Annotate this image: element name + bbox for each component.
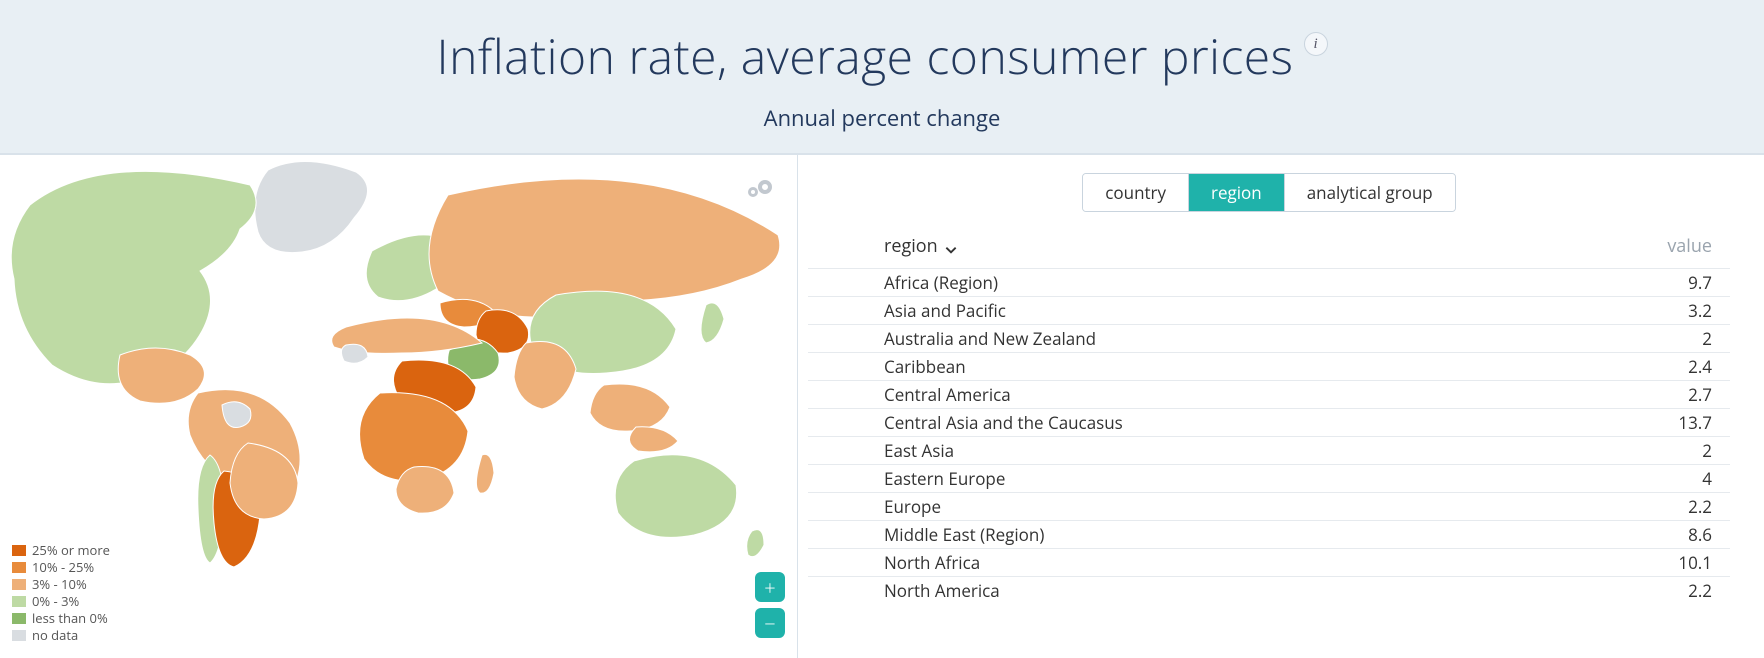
row-region: North America [884, 579, 1000, 602]
table-header: region value [808, 234, 1730, 268]
row-value: 4 [1702, 467, 1712, 490]
page-subtitle: Annual percent change [0, 103, 1764, 133]
table-row[interactable]: Middle East (Region) 8.6 [808, 520, 1730, 548]
zoom-controls: + − [755, 572, 785, 638]
row-value: 9.7 [1688, 271, 1712, 294]
column-region-label: region [884, 234, 938, 258]
table-row[interactable]: Asia and Pacific 3.2 [808, 296, 1730, 324]
title-row: Inflation rate, average consumer prices … [436, 24, 1327, 89]
table-row[interactable]: North America 2.2 [808, 576, 1730, 604]
table-row[interactable]: Central America 2.7 [808, 380, 1730, 408]
table-row[interactable]: East Asia 2 [808, 436, 1730, 464]
row-value: 2 [1702, 439, 1712, 462]
world-map[interactable] [0, 155, 798, 573]
legend-row[interactable]: 25% or more [12, 542, 110, 558]
row-value: 2.2 [1688, 495, 1712, 518]
legend-row[interactable]: no data [12, 627, 110, 643]
row-region: Africa (Region) [884, 271, 998, 294]
gear-icon[interactable] [745, 177, 775, 199]
legend-label: 25% or more [32, 542, 110, 558]
legend-swatch [12, 630, 26, 641]
row-value: 2 [1702, 327, 1712, 350]
row-region: Caribbean [884, 355, 966, 378]
legend-label: no data [32, 627, 78, 643]
chevron-down-icon [944, 239, 958, 253]
row-value: 2.4 [1688, 355, 1712, 378]
region-south-africa[interactable] [396, 467, 454, 514]
legend-row[interactable]: 0% - 3% [12, 593, 110, 609]
info-icon[interactable]: i [1304, 32, 1328, 56]
row-value: 2.2 [1688, 579, 1712, 602]
tab-analytical-group[interactable]: analytical group [1285, 174, 1455, 211]
row-value: 10.1 [1678, 551, 1712, 574]
content-split: + − 25% or more10% - 25%3% - 10%0% - 3%l… [0, 154, 1764, 658]
map-pane[interactable]: + − 25% or more10% - 25%3% - 10%0% - 3%l… [0, 155, 798, 658]
data-pane: countryregionanalytical group region val… [798, 155, 1764, 658]
legend-row[interactable]: 3% - 10% [12, 576, 110, 592]
row-region: Eastern Europe [884, 467, 1005, 490]
table-body: Africa (Region)9.7Asia and Pacific3.2Aus… [808, 268, 1730, 604]
legend-swatch [12, 596, 26, 607]
row-region: Middle East (Region) [884, 523, 1044, 546]
row-value: 8.6 [1688, 523, 1712, 546]
table-row[interactable]: Eastern Europe 4 [808, 464, 1730, 492]
row-region: East Asia [884, 439, 954, 462]
page-header: Inflation rate, average consumer prices … [0, 0, 1764, 154]
legend-swatch [12, 562, 26, 573]
legend-row[interactable]: 10% - 25% [12, 559, 110, 575]
column-value-header: value [1667, 234, 1712, 258]
row-value: 13.7 [1678, 411, 1712, 434]
tab-country[interactable]: country [1083, 174, 1189, 211]
page-title: Inflation rate, average consumer prices [436, 24, 1293, 89]
row-value: 2.7 [1688, 383, 1712, 406]
row-value: 3.2 [1688, 299, 1712, 322]
legend-label: 10% - 25% [32, 559, 94, 575]
row-region: North Africa [884, 551, 980, 574]
legend-swatch [12, 613, 26, 624]
table-row[interactable]: Europe 2.2 [808, 492, 1730, 520]
legend-swatch [12, 579, 26, 590]
row-region: Central America [884, 383, 1011, 406]
legend-label: less than 0% [32, 610, 108, 626]
zoom-out-button[interactable]: − [755, 608, 785, 638]
legend-row[interactable]: less than 0% [12, 610, 110, 626]
legend-label: 0% - 3% [32, 593, 79, 609]
table-row[interactable]: Central Asia and the Caucasus 13.7 [808, 408, 1730, 436]
map-legend: 25% or more10% - 25%3% - 10%0% - 3%less … [12, 542, 110, 644]
row-region: Australia and New Zealand [884, 327, 1096, 350]
row-region: Europe [884, 495, 941, 518]
legend-swatch [12, 545, 26, 556]
table-row[interactable]: Australia and New Zealand 2 [808, 324, 1730, 352]
legend-label: 3% - 10% [32, 576, 87, 592]
table-row[interactable]: Caribbean 2.4 [808, 352, 1730, 380]
column-region-header[interactable]: region [884, 234, 958, 258]
row-region: Asia and Pacific [884, 299, 1006, 322]
tab-region[interactable]: region [1189, 174, 1285, 211]
table-row[interactable]: Africa (Region) 9.7 [808, 268, 1730, 296]
table-row[interactable]: North Africa 10.1 [808, 548, 1730, 576]
row-region: Central Asia and the Caucasus [884, 411, 1123, 434]
zoom-in-button[interactable]: + [755, 572, 785, 602]
view-tab-group: countryregionanalytical group [1082, 173, 1455, 212]
